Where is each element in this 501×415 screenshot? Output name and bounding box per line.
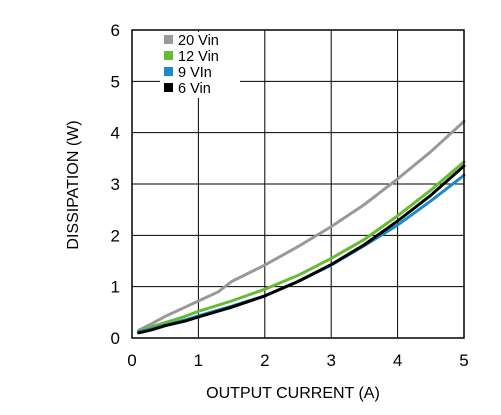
x-tick-label: 2 bbox=[260, 351, 269, 370]
x-tick-label: 3 bbox=[326, 351, 335, 370]
plot-frame bbox=[131, 29, 465, 339]
series-line bbox=[137, 164, 466, 335]
y-tick-label: 5 bbox=[111, 72, 120, 91]
x-axis-title: OUTPUT CURRENT (A) bbox=[206, 385, 380, 402]
legend-background bbox=[160, 32, 240, 98]
y-tick-label: 1 bbox=[111, 278, 120, 297]
legend-label: 12 Vin bbox=[178, 49, 219, 65]
y-tick-label: 2 bbox=[111, 226, 120, 245]
y-tick-label: 6 bbox=[111, 21, 120, 40]
y-tick-label: 4 bbox=[111, 124, 120, 143]
legend-label: 9 VIn bbox=[178, 65, 212, 81]
x-tick-label: 1 bbox=[194, 351, 203, 370]
tick-labels: 0 1 2 3 4 5 0 1 2 3 4 5 6 bbox=[111, 21, 469, 370]
x-tick-label: 0 bbox=[127, 351, 136, 370]
y-axis-title: DISSIPATION (W) bbox=[65, 120, 82, 249]
legend-swatch bbox=[164, 35, 173, 44]
legend-swatch bbox=[164, 51, 173, 60]
legend-label: 6 Vin bbox=[178, 81, 211, 97]
y-tick-label: 0 bbox=[111, 329, 120, 348]
legend-swatch bbox=[164, 83, 173, 92]
legend-label: 20 Vin bbox=[178, 33, 219, 49]
y-tick-label: 3 bbox=[111, 175, 120, 194]
series-line bbox=[137, 173, 466, 334]
x-tick-label: 4 bbox=[393, 351, 402, 370]
x-tick-label: 5 bbox=[459, 351, 468, 370]
legend-swatch bbox=[164, 67, 173, 76]
series-lines bbox=[137, 119, 466, 335]
series-line bbox=[137, 119, 466, 332]
series-line bbox=[137, 160, 466, 333]
